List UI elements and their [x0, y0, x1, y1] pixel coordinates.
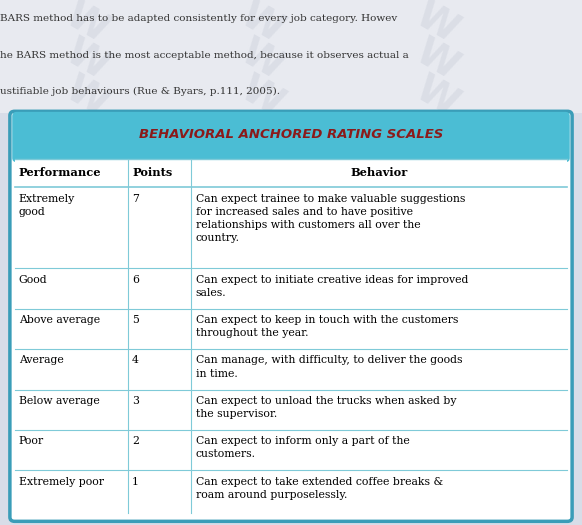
- Text: Can expect to initiate creative ideas for improved
sales.: Can expect to initiate creative ideas fo…: [196, 275, 468, 298]
- FancyBboxPatch shape: [12, 112, 570, 162]
- Bar: [15, 159, 567, 187]
- Bar: [17, 139, 565, 158]
- Text: Good: Good: [19, 275, 47, 285]
- Text: 1: 1: [132, 477, 139, 487]
- Bar: [15, 390, 567, 430]
- Bar: [0, 0, 582, 113]
- Text: Can expect trainee to make valuable suggestions
for increased sales and to have : Can expect trainee to make valuable sugg…: [196, 194, 465, 243]
- Text: W: W: [409, 70, 464, 124]
- Text: Can expect to keep in touch with the customers
throughout the year.: Can expect to keep in touch with the cus…: [196, 315, 458, 338]
- Text: 2: 2: [132, 436, 139, 446]
- Text: Extremely poor: Extremely poor: [19, 477, 104, 487]
- Text: 6: 6: [132, 275, 139, 285]
- Text: Can manage, with difficulty, to deliver the goods
in time.: Can manage, with difficulty, to deliver …: [196, 355, 462, 379]
- Text: W: W: [409, 33, 464, 88]
- Bar: [15, 187, 567, 268]
- Bar: [15, 268, 567, 309]
- Text: 5: 5: [132, 315, 139, 325]
- Text: he BARS method is the most acceptable method, because it observes actual a: he BARS method is the most acceptable me…: [0, 50, 409, 60]
- FancyBboxPatch shape: [10, 111, 572, 521]
- Text: W: W: [409, 0, 464, 51]
- Bar: [15, 349, 567, 390]
- Text: Behavior: Behavior: [351, 167, 408, 178]
- Text: W: W: [234, 70, 290, 124]
- Text: BEHAVIORAL ANCHORED RATING SCALES: BEHAVIORAL ANCHORED RATING SCALES: [139, 128, 443, 141]
- Text: W: W: [234, 0, 290, 51]
- Text: BARS method has to be adapted consistently for every job category. Howev: BARS method has to be adapted consistent…: [0, 14, 398, 23]
- Text: Can expect to take extended coffee breaks &
roam around purposelessly.: Can expect to take extended coffee break…: [196, 477, 443, 500]
- Text: Average: Average: [19, 355, 63, 365]
- Text: Points: Points: [132, 167, 172, 178]
- Text: Can expect to unload the trucks when asked by
the supervisor.: Can expect to unload the trucks when ask…: [196, 396, 456, 419]
- Text: W: W: [59, 33, 115, 88]
- Text: Below average: Below average: [19, 396, 100, 406]
- Text: W: W: [59, 70, 115, 124]
- Text: W: W: [59, 0, 115, 51]
- Text: Can expect to inform only a part of the
customers.: Can expect to inform only a part of the …: [196, 436, 409, 459]
- Text: 4: 4: [132, 355, 139, 365]
- Text: Poor: Poor: [19, 436, 44, 446]
- Text: Extremely
good: Extremely good: [19, 194, 75, 217]
- Text: Performance: Performance: [19, 167, 101, 178]
- Bar: [15, 470, 567, 511]
- Text: W: W: [234, 33, 290, 88]
- Text: Above average: Above average: [19, 315, 100, 325]
- Bar: [15, 309, 567, 349]
- Text: 3: 3: [132, 396, 139, 406]
- Bar: [15, 430, 567, 470]
- Text: ustifiable job behaviours (Rue & Byars, p.111, 2005).: ustifiable job behaviours (Rue & Byars, …: [0, 87, 280, 97]
- Text: 7: 7: [132, 194, 139, 204]
